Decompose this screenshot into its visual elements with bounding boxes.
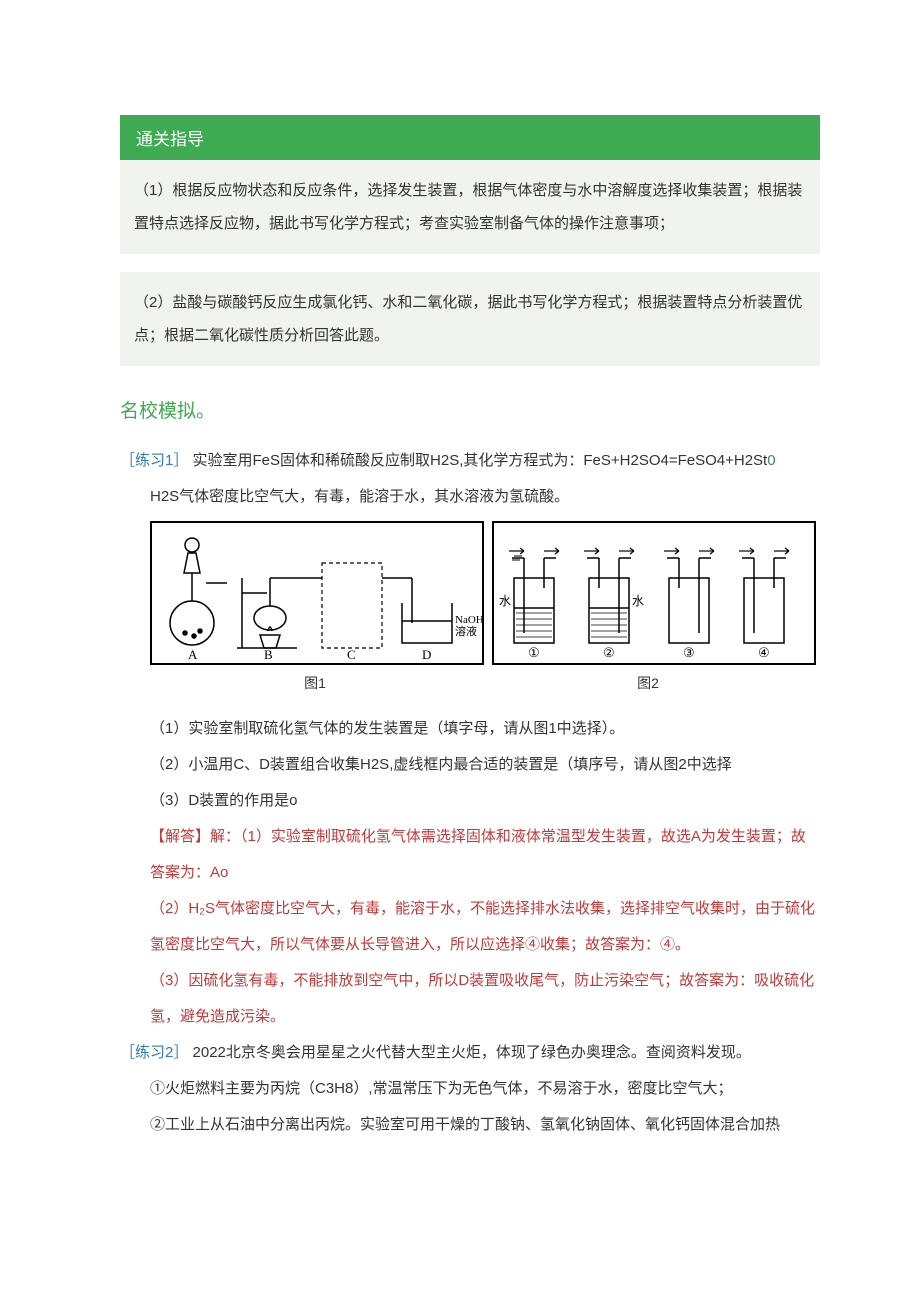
fig1-label-d: D <box>422 647 431 662</box>
page-root: 通关指导 （1）根据反应物状态和反应条件，选择发生装置，根据气体密度与水中溶解度… <box>0 0 920 1183</box>
ex1-stem-line1-tail: 0 <box>767 452 775 469</box>
guide-box-2: （2）盐酸与碳酸钙反应生成氯化钙、水和二氧化碳，据此书写化学方程式；根据装置特点… <box>120 272 820 366</box>
ex2-stem: ［练习2］ 2022北京冬奥会用星星之火代替大型主火炬，体现了绿色办奥理念。查阅… <box>120 1035 820 1071</box>
ex2-p2: ②工业上从石油中分离出丙烷。实验室可用干燥的丁酸钠、氢氧化钠固体、氧化钙固体混合… <box>120 1107 820 1143</box>
fig2-label-4: ④ <box>758 645 770 660</box>
ex1-ans3: （3）因硫化氢有毒，不能排放到空气中，所以D装置吸收尾气，防止污染空气；故答案为… <box>120 963 820 1035</box>
fig1-label-c: C <box>347 647 356 662</box>
ex1-label: ［练习1］ <box>120 452 188 469</box>
ex2-p1: ①火炬燃料主要为丙烷（C3H8）,常温常压下为无色气体，不易溶于水，密度比空气大… <box>120 1071 820 1107</box>
fig2-label-1: ① <box>528 645 540 660</box>
ex2-label: ［练习2］ <box>120 1044 188 1061</box>
fig1-label-b: B <box>264 647 273 662</box>
fig2-label-3: ③ <box>683 645 695 660</box>
fig2-water-label-2: 水 <box>632 594 644 608</box>
ex1-q1: （1）实验室制取硫化氢气体的发生装置是（填字母，请从图1中选择）。 <box>120 711 820 747</box>
figure-row: NaOH 溶液 A B C D <box>150 521 820 665</box>
ex1-ans2: （2）H₂S气体密度比空气大，有毒，能溶于水，不能选择排水法收集，选择排空气收集… <box>120 891 820 963</box>
guide-para-1: （1）根据反应物状态和反应条件，选择发生装置，根据气体密度与水中溶解度选择收集装… <box>134 174 806 240</box>
ex1-stem-line2: H2S气体密度比空气大，有毒，能溶于水，其水溶液为氢硫酸。 <box>120 479 820 515</box>
fig2-label-2: ② <box>603 645 615 660</box>
ex1-q2: （2）小温用C、D装置组合收集H2S,虚线框内最合适的装置是（填序号，请从图2中… <box>120 747 820 783</box>
guide-box-1: （1）根据反应物状态和反应条件，选择发生装置，根据气体密度与水中溶解度选择收集装… <box>120 160 820 254</box>
guide-header: 通关指导 <box>120 115 820 160</box>
fig1-naoh-label-1: NaOH <box>455 614 482 626</box>
figure-2-caption: 图2 <box>488 667 808 701</box>
figure-1-svg: NaOH 溶液 A B C D <box>152 523 482 663</box>
figure-2-svg: 水 水 ① ② ③ ④ <box>494 523 814 663</box>
fig2-water-label-1: 水 <box>499 594 511 608</box>
guide-para-2: （2）盐酸与碳酸钙反应生成氯化钙、水和二氧化碳，据此书写化学方程式；根据装置特点… <box>134 286 806 352</box>
section-title: 名校模拟。 <box>120 396 820 423</box>
figure-2-panel: 水 水 ① ② ③ ④ <box>492 521 816 665</box>
figure-1-panel: NaOH 溶液 A B C D <box>150 521 484 665</box>
ex1-ans1: 【解答】解：（1）实验室制取硫化氢气体需选择固体和液体常温型发生装置，故选A为发… <box>120 819 820 891</box>
ex1-stem-line1-text: 实验室用FeS固体和稀硫酸反应制取H2S,其化学方程式为：FeS+H2SO4=F… <box>193 452 768 469</box>
ex1-q3: （3）D装置的作用是o <box>120 783 820 819</box>
figure-caption-row: 图1 图2 <box>150 667 820 701</box>
exercise-1: ［练习1］ 实验室用FeS固体和稀硫酸反应制取H2S,其化学方程式为：FeS+H… <box>120 443 820 1035</box>
figure-1-caption: 图1 <box>150 667 480 701</box>
fig1-naoh-label-2: 溶液 <box>455 624 477 638</box>
fig1-label-a: A <box>188 647 198 662</box>
ex2-stem-text: 2022北京冬奥会用星星之火代替大型主火炬，体现了绿色办奥理念。查阅资料发现。 <box>193 1044 751 1061</box>
ex1-stem-line1: ［练习1］ 实验室用FeS固体和稀硫酸反应制取H2S,其化学方程式为：FeS+H… <box>120 443 820 479</box>
exercise-2: ［练习2］ 2022北京冬奥会用星星之火代替大型主火炬，体现了绿色办奥理念。查阅… <box>120 1035 820 1143</box>
